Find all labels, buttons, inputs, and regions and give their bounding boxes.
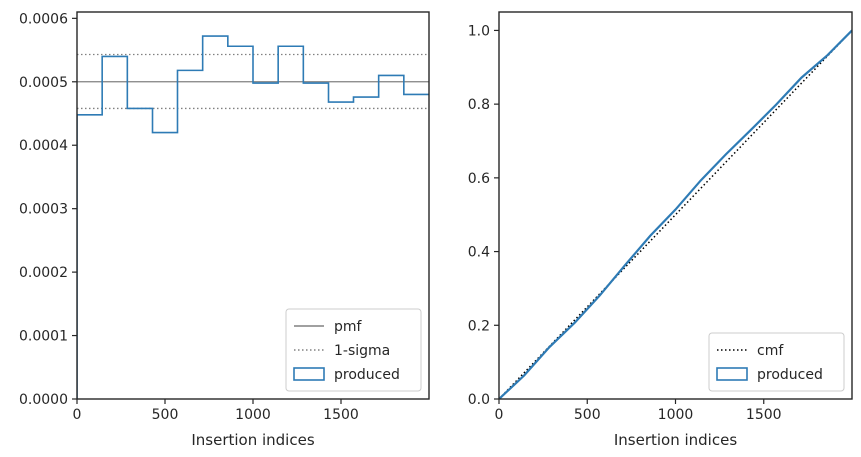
x-tick-label: 500 xyxy=(574,407,601,423)
y-tick-label: 0.6 xyxy=(468,171,490,187)
plot-area xyxy=(499,29,852,399)
produced-series xyxy=(499,29,852,399)
y-tick-label: 0.8 xyxy=(468,97,490,113)
y-tick-label: 0.0000 xyxy=(19,392,68,408)
x-tick-label: 1500 xyxy=(746,407,782,423)
y-tick-label: 0.0003 xyxy=(19,202,68,218)
legend-label: produced xyxy=(334,367,400,383)
y-tick-label: 0.0002 xyxy=(19,265,68,281)
x-tick-label: 1500 xyxy=(323,407,359,423)
y-tick-label: 0.2 xyxy=(468,318,490,334)
y-tick-label: 0.0005 xyxy=(19,75,68,91)
x-tick-label: 1000 xyxy=(658,407,694,423)
pmf-histogram-panel: 0 500 1000 1500 0.0000 0.0001 0.0002 0.0003 0.00… xyxy=(19,11,430,449)
y-tick-label: 0.4 xyxy=(468,245,490,261)
legend-produced-swatch xyxy=(293,367,325,381)
legend-box xyxy=(708,332,845,392)
cmf-panel: 0 500 1000 1500 0.0 0.2 0.4 0.6 0.8 1.0 Insertion … xyxy=(468,11,853,449)
legend-label: pmf xyxy=(334,319,363,335)
legend-produced-swatch xyxy=(716,367,748,381)
plot-area xyxy=(77,35,429,399)
x-tick-label: 0 xyxy=(73,407,82,423)
legend: cmf produced xyxy=(708,332,845,392)
y-tick-label: 1.0 xyxy=(468,23,490,39)
legend-label: 1-sigma xyxy=(334,343,390,359)
y-tick-label: 0.0 xyxy=(468,392,490,408)
x-axis-label: Insertion indices xyxy=(614,431,737,449)
x-axis-label: Insertion indices xyxy=(191,431,314,449)
x-tick-label: 500 xyxy=(152,407,179,423)
produced-step-series xyxy=(77,35,429,399)
legend-box xyxy=(285,308,422,392)
legend: pmf 1-sigma produced xyxy=(285,308,422,392)
y-tick-label: 0.0001 xyxy=(19,329,68,345)
y-tick-label: 0.0006 xyxy=(19,11,68,27)
x-tick-label: 0 xyxy=(495,407,504,423)
x-tick-label: 1000 xyxy=(235,407,271,423)
legend-label: cmf xyxy=(757,343,784,359)
y-tick-label: 0.0004 xyxy=(19,138,68,154)
legend-label: produced xyxy=(757,367,823,383)
